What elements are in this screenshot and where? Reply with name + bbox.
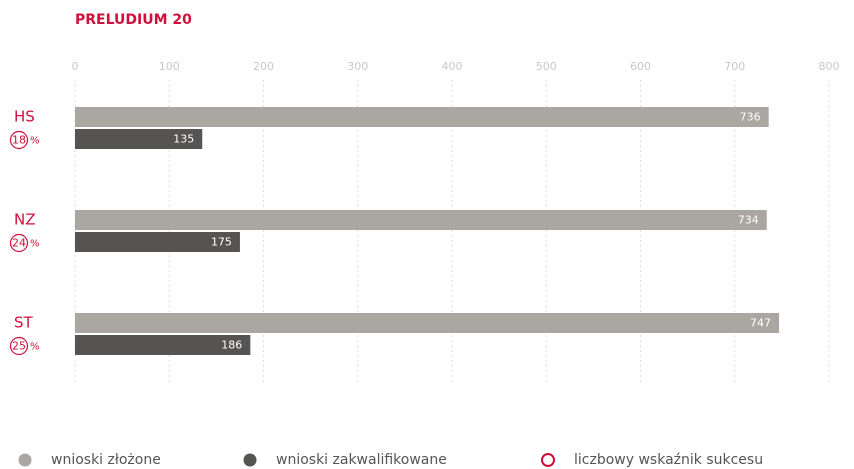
- category-label: ST: [14, 314, 34, 332]
- success-value: 25: [12, 340, 26, 353]
- bar: [75, 335, 251, 355]
- value-label: 736: [740, 111, 761, 124]
- x-tick-label: 600: [630, 60, 651, 73]
- value-label: 186: [221, 339, 242, 352]
- value-label: 734: [738, 214, 759, 227]
- success-ring: [9, 233, 29, 253]
- x-tick-label: 500: [536, 60, 557, 73]
- value-label: 135: [173, 133, 194, 146]
- chart-title: PRELUDIUM 20: [75, 12, 192, 28]
- bar: [75, 210, 767, 230]
- legend-label: wnioski zakwalifikowane: [276, 452, 447, 468]
- x-tick-label: 400: [442, 60, 463, 73]
- x-tick-label: 100: [159, 60, 180, 73]
- x-tick-label: 800: [819, 60, 840, 73]
- bar: [75, 107, 769, 127]
- x-tick-label: 300: [347, 60, 368, 73]
- success-ring: [9, 130, 29, 150]
- x-tick-label: 200: [253, 60, 274, 73]
- success-value: 24: [12, 237, 26, 250]
- bar: [75, 129, 203, 149]
- success-value: 18: [12, 134, 26, 147]
- legend-label: wnioski złożone: [51, 452, 161, 468]
- value-label: 747: [750, 317, 771, 330]
- bar: [75, 313, 780, 333]
- legend-swatch: [541, 453, 555, 467]
- success-unit: %: [30, 239, 40, 250]
- legend-swatch: [18, 453, 32, 467]
- success-ring: [9, 336, 29, 356]
- legend-label: liczbowy wskaźnik sukcesu: [574, 452, 763, 468]
- success-unit: %: [30, 136, 40, 147]
- bar: [75, 232, 240, 252]
- category-label: NZ: [14, 211, 36, 229]
- value-label: 175: [211, 236, 232, 249]
- x-tick-label: 0: [72, 60, 79, 73]
- success-unit: %: [30, 342, 40, 353]
- category-label: HS: [14, 108, 35, 126]
- x-tick-label: 700: [724, 60, 745, 73]
- legend-swatch: [243, 453, 257, 467]
